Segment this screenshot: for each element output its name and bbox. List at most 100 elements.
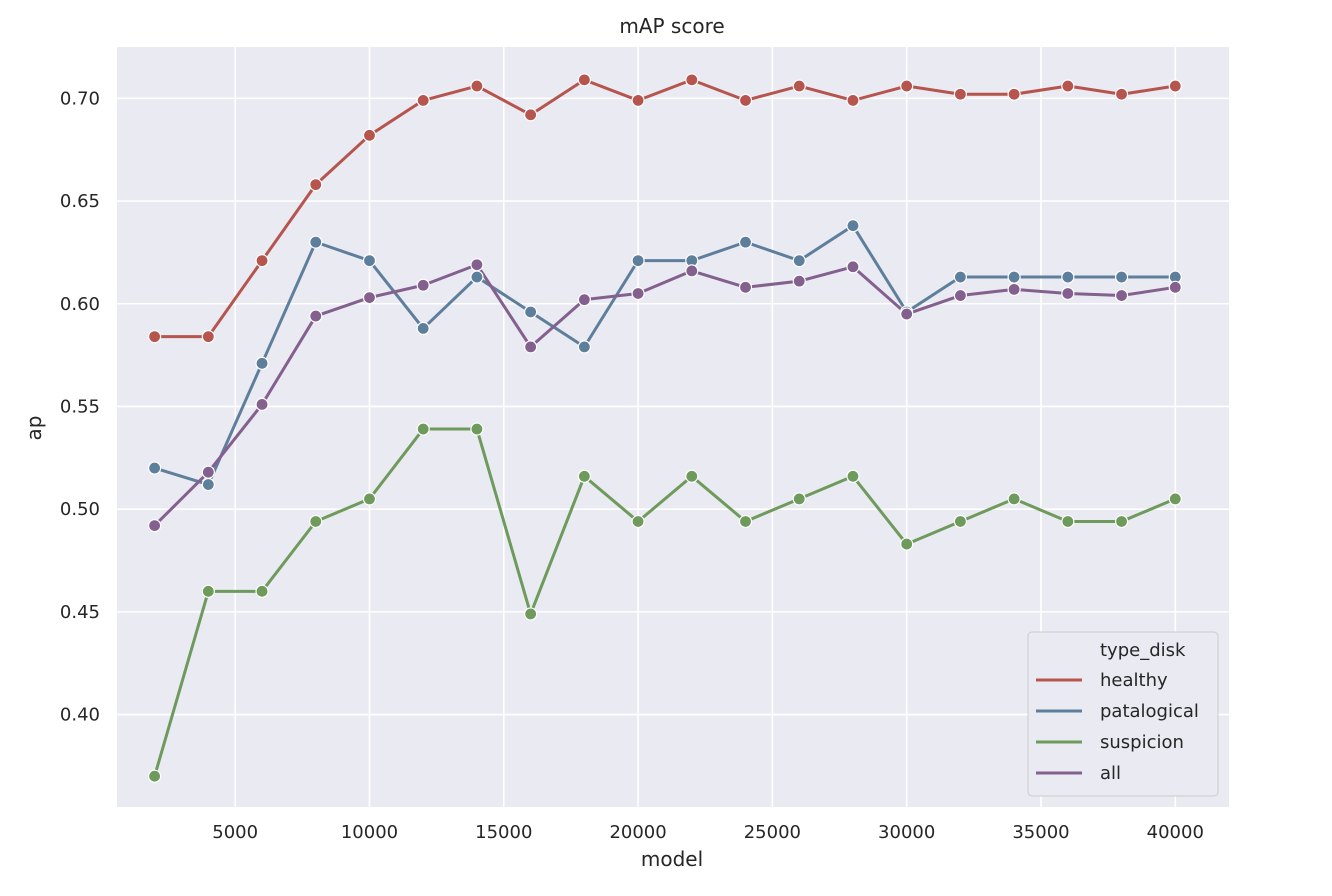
- data-point-all: [148, 518, 162, 533]
- data-point-all: [577, 293, 591, 307]
- data-point-suspicion: [524, 607, 538, 621]
- data-point-healthy: [524, 108, 538, 122]
- x-tick-label: 20000: [609, 822, 666, 843]
- data-point-all: [201, 465, 215, 479]
- data-point-healthy: [1061, 79, 1075, 93]
- data-point-suspicion: [1061, 514, 1075, 529]
- data-point-suspicion: [900, 537, 914, 551]
- x-tick-label: 5000: [212, 822, 258, 843]
- data-point-suspicion: [846, 469, 860, 483]
- y-tick-label: 0.50: [60, 499, 100, 520]
- data-point-all: [738, 280, 753, 294]
- data-point-healthy: [1168, 79, 1182, 93]
- x-tick-label: 30000: [878, 822, 935, 843]
- data-point-healthy: [362, 128, 377, 142]
- data-point-patalogical: [524, 305, 538, 319]
- series-points: [148, 73, 1182, 783]
- y-tick-label: 0.45: [60, 602, 100, 623]
- data-point-patalogical: [416, 321, 430, 336]
- data-point-suspicion: [255, 584, 269, 598]
- series-line-patalogical: [154, 224, 1176, 487]
- data-point-healthy: [148, 330, 162, 344]
- y-tick-label: 0.65: [60, 191, 100, 212]
- series-lines: [153, 78, 1176, 777]
- data-point-patalogical: [846, 219, 860, 233]
- y-tick-labels: 0.40 0.45 0.50 0.55 0.60 0.65 0.70: [60, 88, 100, 725]
- data-point-healthy: [416, 93, 430, 108]
- data-point-suspicion: [577, 469, 591, 483]
- data-point-all: [631, 286, 645, 301]
- legend-box: [1027, 631, 1219, 797]
- grid-lines: [117, 47, 1229, 807]
- x-tick-label: 15000: [475, 822, 532, 843]
- x-tick-label: 40000: [1147, 822, 1204, 843]
- y-tick-label: 0.40: [60, 705, 100, 726]
- data-point-suspicion: [416, 422, 430, 436]
- legend: type_disk healthy patalogical suspicion all: [1027, 631, 1219, 797]
- data-point-all: [470, 258, 484, 272]
- series-line-suspicion: [153, 427, 1176, 777]
- legend-items: healthy patalogical suspicion all: [1036, 670, 1199, 784]
- data-point-healthy: [953, 87, 968, 101]
- y-axis-title: ap: [22, 416, 46, 441]
- data-point-patalogical: [201, 477, 215, 492]
- y-tick-label: 0.55: [60, 396, 100, 417]
- legend-label-patalogical: patalogical: [1100, 701, 1199, 722]
- data-point-healthy: [685, 73, 699, 87]
- data-point-all: [685, 264, 699, 278]
- data-point-suspicion: [792, 492, 806, 506]
- data-point-all: [900, 307, 914, 321]
- data-point-suspicion: [631, 514, 645, 529]
- data-point-suspicion: [953, 514, 968, 529]
- data-point-patalogical: [470, 270, 484, 284]
- data-point-all: [255, 397, 269, 412]
- data-point-suspicion: [685, 469, 699, 483]
- data-point-suspicion: [1114, 514, 1129, 529]
- x-tick-labels: 5000 10000 15000 20000 25000 30000 35000 40000: [212, 822, 1204, 843]
- data-point-healthy: [470, 79, 484, 93]
- data-point-healthy: [309, 178, 323, 192]
- legend-title: type_disk: [1100, 640, 1186, 661]
- data-point-all: [524, 340, 538, 354]
- data-point-healthy: [846, 93, 860, 108]
- data-point-suspicion: [362, 492, 377, 506]
- data-point-suspicion: [201, 584, 215, 598]
- data-point-suspicion: [470, 422, 484, 436]
- data-point-suspicion: [148, 769, 162, 783]
- data-point-healthy: [1114, 87, 1129, 101]
- data-point-all: [953, 288, 968, 303]
- y-tick-label: 0.70: [60, 88, 100, 109]
- data-point-healthy: [792, 79, 806, 93]
- data-point-patalogical: [362, 254, 377, 268]
- data-point-patalogical: [309, 235, 323, 249]
- data-point-healthy: [201, 330, 215, 344]
- data-point-all: [309, 309, 323, 323]
- data-point-suspicion: [1007, 492, 1021, 506]
- legend-label-healthy: healthy: [1100, 670, 1168, 691]
- data-point-healthy: [1007, 87, 1021, 101]
- data-point-patalogical: [255, 356, 269, 370]
- series-line-all: [153, 263, 1176, 527]
- data-point-healthy: [577, 73, 591, 87]
- y-tick-label: 0.60: [60, 294, 100, 315]
- data-point-suspicion: [1168, 492, 1182, 506]
- data-point-healthy: [738, 93, 753, 108]
- series-line-healthy: [154, 78, 1176, 339]
- data-point-patalogical: [792, 254, 806, 268]
- data-point-patalogical: [148, 461, 162, 475]
- data-point-patalogical: [631, 254, 645, 268]
- data-point-patalogical: [953, 270, 968, 284]
- data-point-patalogical: [1061, 270, 1075, 284]
- data-point-all: [792, 274, 806, 288]
- legend-label-all: all: [1100, 763, 1121, 784]
- data-point-all: [362, 290, 377, 305]
- data-point-suspicion: [738, 514, 753, 529]
- x-tick-label: 35000: [1012, 822, 1069, 843]
- chart-title: mAP score: [619, 14, 724, 38]
- data-point-all: [1061, 286, 1075, 301]
- data-point-healthy: [255, 254, 269, 268]
- data-point-patalogical: [738, 235, 753, 249]
- data-point-all: [1007, 282, 1021, 296]
- data-point-suspicion: [309, 514, 323, 529]
